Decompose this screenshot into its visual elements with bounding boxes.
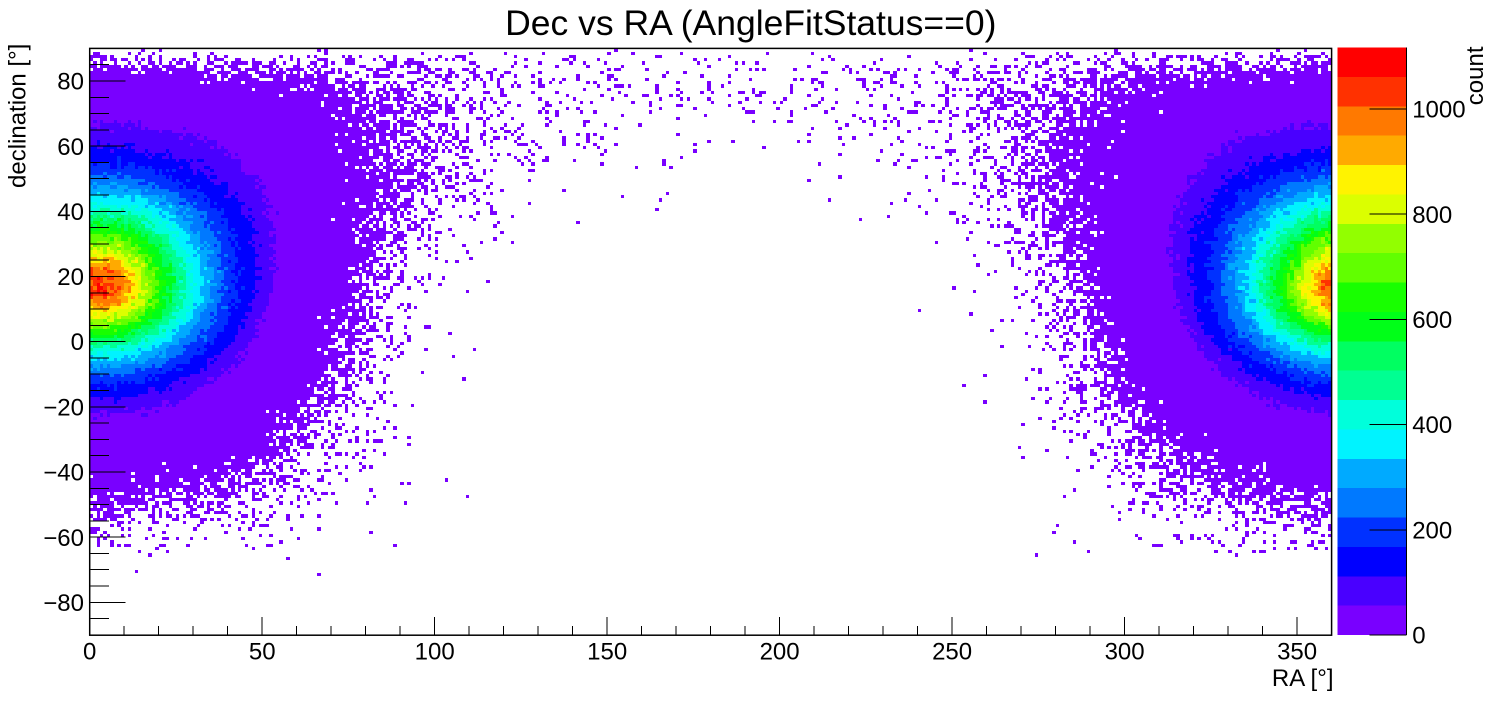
svg-text:200: 200 bbox=[1412, 517, 1452, 544]
svg-text:0: 0 bbox=[83, 639, 96, 666]
svg-text:Dec vs RA (AngleFitStatus==0): Dec vs RA (AngleFitStatus==0) bbox=[505, 3, 996, 43]
svg-text:80: 80 bbox=[57, 69, 84, 96]
svg-text:declination [°]: declination [°] bbox=[5, 44, 32, 188]
svg-text:−40: −40 bbox=[43, 460, 84, 487]
svg-text:50: 50 bbox=[249, 639, 276, 666]
svg-text:800: 800 bbox=[1412, 202, 1452, 229]
svg-text:1000: 1000 bbox=[1412, 97, 1465, 124]
svg-text:40: 40 bbox=[57, 199, 84, 226]
svg-text:60: 60 bbox=[57, 134, 84, 161]
svg-text:count: count bbox=[1462, 46, 1489, 105]
svg-text:−80: −80 bbox=[43, 590, 84, 617]
svg-text:20: 20 bbox=[57, 264, 84, 291]
svg-text:0: 0 bbox=[1412, 623, 1425, 650]
svg-text:600: 600 bbox=[1412, 307, 1452, 334]
svg-text:250: 250 bbox=[932, 639, 972, 666]
svg-text:RA [°]: RA [°] bbox=[1272, 665, 1334, 692]
svg-text:0: 0 bbox=[71, 329, 84, 356]
svg-text:400: 400 bbox=[1412, 412, 1452, 439]
svg-text:−60: −60 bbox=[43, 525, 84, 552]
svg-text:200: 200 bbox=[760, 639, 800, 666]
svg-text:300: 300 bbox=[1105, 639, 1145, 666]
svg-text:350: 350 bbox=[1277, 639, 1317, 666]
svg-text:−20: −20 bbox=[43, 394, 84, 421]
svg-text:100: 100 bbox=[415, 639, 455, 666]
svg-text:150: 150 bbox=[587, 639, 627, 666]
